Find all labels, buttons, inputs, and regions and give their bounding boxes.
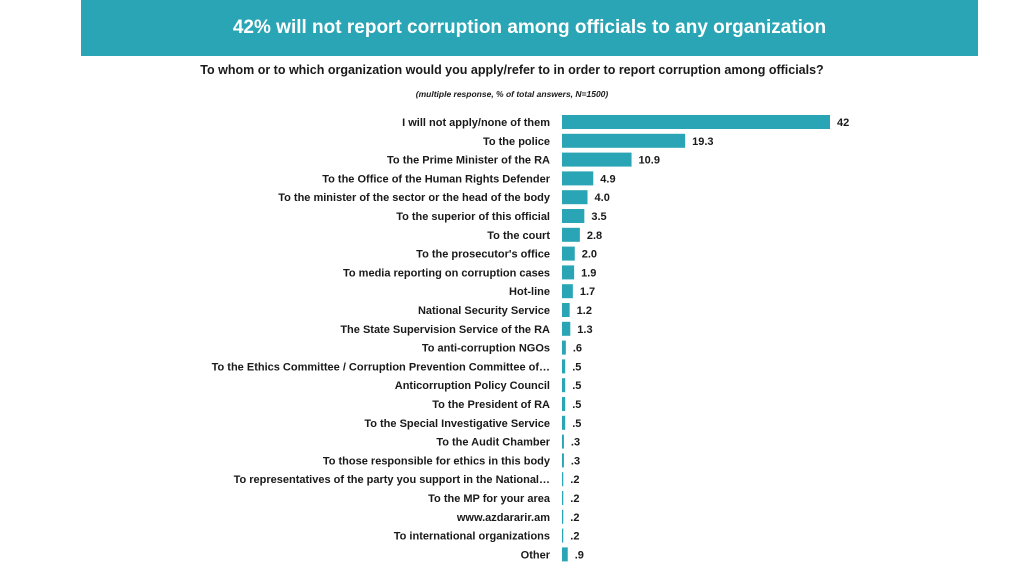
bar xyxy=(562,359,566,374)
value-label: 2.8 xyxy=(587,230,602,242)
category-label: I will not apply/none of them xyxy=(402,117,550,129)
value-label: .2 xyxy=(570,512,579,524)
bar xyxy=(562,171,594,186)
bar xyxy=(562,284,573,299)
value-label: .5 xyxy=(572,380,581,392)
value-label: .5 xyxy=(572,418,581,430)
bar xyxy=(562,115,830,129)
category-label: Other xyxy=(521,549,551,561)
bar xyxy=(562,133,686,148)
category-label: To the Special Investigative Service xyxy=(364,418,550,430)
value-label: 1.3 xyxy=(577,324,592,336)
category-label: To the Ethics Committee / Corruption Pre… xyxy=(212,361,550,373)
category-label: To the minister of the sector or the hea… xyxy=(278,192,551,204)
value-label: 10.9 xyxy=(639,155,660,167)
category-label: To those responsible for ethics in this … xyxy=(323,455,551,467)
value-label: .3 xyxy=(571,455,580,467)
page-title: 42% will not report corruption among off… xyxy=(232,17,827,38)
bar xyxy=(562,547,568,562)
value-label: .5 xyxy=(572,361,581,373)
bar xyxy=(562,265,575,280)
value-label: 1.9 xyxy=(581,267,596,279)
bar xyxy=(562,321,571,336)
category-label: To the police xyxy=(483,136,550,148)
value-label: .6 xyxy=(573,343,582,355)
category-label: Anticorruption Policy Council xyxy=(395,380,550,392)
bar xyxy=(562,340,566,355)
category-label: National Security Service xyxy=(418,305,550,317)
chart-title: To whom or to which organization would y… xyxy=(200,63,824,77)
value-label: 4.0 xyxy=(595,192,610,204)
bar xyxy=(562,227,580,242)
category-label: To the Office of the Human Rights Defend… xyxy=(322,173,550,185)
category-label: To anti-corruption NGOs xyxy=(422,343,550,355)
value-label: .9 xyxy=(575,549,584,561)
category-label: To the MP for your area xyxy=(428,493,551,505)
category-label: To media reporting on corruption cases xyxy=(343,267,550,279)
value-label: 3.5 xyxy=(591,211,606,223)
value-label: 2.0 xyxy=(582,249,597,261)
value-label: .3 xyxy=(571,437,580,449)
category-label: To the President of RA xyxy=(432,399,550,411)
bar xyxy=(562,509,564,524)
category-label: To the prosecutor's office xyxy=(416,249,550,261)
category-label: To the Prime Minister of the RA xyxy=(387,155,550,167)
bar xyxy=(562,491,564,505)
bar xyxy=(562,209,585,223)
value-label: 1.2 xyxy=(577,305,592,317)
category-label: Hot-line xyxy=(509,286,550,298)
value-label: 4.9 xyxy=(600,173,615,185)
bar xyxy=(562,415,566,430)
bar xyxy=(562,397,566,411)
bar xyxy=(562,528,564,543)
bar xyxy=(562,472,564,487)
value-label: .2 xyxy=(570,474,579,486)
title-banner: 42% will not report corruption among off… xyxy=(81,0,978,56)
bar xyxy=(562,190,588,205)
bar xyxy=(562,434,564,449)
category-label: To representatives of the party you supp… xyxy=(234,474,550,486)
category-label: The State Supervision Service of the RA xyxy=(340,324,550,336)
value-label: .2 xyxy=(570,531,579,543)
bar xyxy=(562,378,566,393)
bar xyxy=(562,303,570,317)
category-label: To international organizations xyxy=(394,531,550,543)
bar xyxy=(562,453,564,468)
value-label: 1.7 xyxy=(580,286,595,298)
bar xyxy=(562,152,632,167)
value-label: .2 xyxy=(570,493,579,505)
category-label: To the Audit Chamber xyxy=(436,437,550,449)
value-label: 42 xyxy=(837,117,849,129)
bar xyxy=(562,246,575,261)
chart-subtitle: (multiple response, % of total answers, … xyxy=(415,89,609,99)
value-label: 19.3 xyxy=(692,136,713,148)
category-label: To the superior of this official xyxy=(396,211,550,223)
category-label: To the court xyxy=(487,230,550,242)
category-label: www.azdararir.am xyxy=(456,512,550,524)
value-label: .5 xyxy=(572,399,581,411)
